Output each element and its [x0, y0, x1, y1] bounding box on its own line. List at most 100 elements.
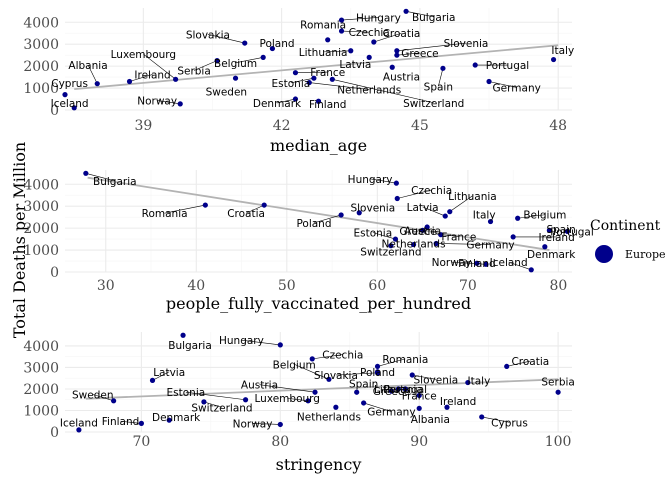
leader-line	[323, 50, 351, 53]
data-point	[393, 180, 399, 186]
data-point	[76, 427, 82, 433]
point-label: Austria	[404, 225, 441, 237]
point-label: Denmark	[152, 412, 201, 424]
data-point	[465, 379, 471, 386]
y-tick-label: 3000	[23, 199, 59, 215]
leader-line	[313, 214, 342, 224]
point-label: Italy	[468, 375, 491, 387]
data-point	[62, 92, 68, 98]
legend-title: Continent	[590, 218, 661, 234]
point-label: Netherlands	[337, 85, 401, 97]
leader-line	[396, 52, 420, 56]
leader-line	[120, 420, 142, 424]
point-label: Bulgaria	[168, 340, 212, 352]
trend-line	[85, 378, 559, 400]
leader-line	[373, 32, 402, 43]
y-tick-label: 4000	[23, 177, 59, 193]
data-point	[338, 17, 345, 23]
data-point	[444, 404, 450, 410]
data-point	[388, 388, 395, 394]
data-point	[394, 48, 400, 54]
leader-line	[370, 178, 397, 184]
x-tick-label: 70	[459, 278, 477, 294]
data-point	[214, 58, 220, 64]
data-point	[242, 40, 248, 46]
data-point	[420, 227, 426, 233]
leader-line	[506, 360, 531, 367]
y-axis-title: Total Deaths per Million	[10, 142, 29, 338]
data-point	[277, 342, 283, 348]
y-tick-label: 0	[50, 425, 59, 441]
point-label: Sweden	[72, 389, 114, 401]
data-point	[546, 227, 552, 233]
x-tick-label: 60	[368, 278, 386, 294]
data-point	[424, 224, 430, 230]
point-label: Spain	[349, 379, 378, 391]
point-label: Serbia	[541, 376, 574, 388]
data-point	[479, 414, 485, 420]
data-point	[403, 8, 409, 14]
data-point	[433, 240, 439, 247]
point-label: Finland	[458, 258, 496, 270]
point-label: Latvia	[153, 367, 185, 379]
point-label: Romania	[142, 208, 188, 220]
point-label: Belgium	[273, 359, 316, 371]
trend-line	[87, 176, 550, 251]
x-tick-label: 42	[273, 118, 291, 134]
leader-line	[129, 74, 153, 82]
panel-3: 0 1000 2000 3000 4000 70 80 90 100 stringency Bulg…	[23, 332, 575, 474]
x-axis-title: median_age	[270, 136, 367, 155]
leader-line	[412, 374, 436, 380]
x-tick-label: 50	[278, 278, 296, 294]
x-tick-label: 40	[187, 278, 205, 294]
data-point	[338, 212, 344, 218]
data-point	[395, 386, 401, 392]
point-label: Czechia	[349, 27, 390, 39]
data-point	[202, 202, 208, 208]
point-label: Switzerland	[403, 98, 464, 110]
data-point	[542, 244, 548, 250]
leader-line	[87, 64, 98, 84]
point-label: Ireland	[538, 232, 574, 244]
point-label: Norway	[137, 96, 177, 108]
y-tick-label: 2000	[23, 59, 59, 75]
data-point	[232, 75, 239, 81]
data-point	[389, 64, 395, 70]
data-point	[149, 377, 156, 383]
data-point	[504, 363, 510, 370]
data-point	[374, 363, 381, 370]
leader-line	[309, 82, 370, 90]
legend-key-europe	[595, 245, 613, 263]
panel-1: 0 1000 2000 3000 4000 39 42 45 48 median_age Bulga…	[23, 8, 574, 155]
y-tick-label: 4000	[23, 339, 59, 355]
point-label: Iceland	[51, 98, 89, 110]
leader-line	[259, 384, 316, 393]
leader-line	[157, 100, 181, 105]
x-axis-title: stringency	[276, 455, 362, 474]
point-label: Austria	[241, 380, 278, 392]
data-point	[392, 236, 399, 242]
leader-line	[164, 204, 206, 214]
point-label: Hungary	[219, 335, 264, 347]
point-label: Czechia	[411, 185, 452, 197]
point-label: Spain	[546, 224, 575, 236]
x-tick-label: 70	[132, 434, 150, 450]
point-label: Latvia	[407, 202, 439, 214]
leader-line	[397, 189, 432, 199]
point-label: Italy	[473, 210, 496, 222]
leader-line	[377, 358, 406, 367]
point-label: Sweden	[206, 86, 248, 98]
point-label: Switzerland	[191, 402, 252, 414]
point-label: Hungary	[356, 12, 401, 24]
data-point	[269, 45, 276, 52]
data-point	[333, 404, 339, 410]
point-label: Portugal	[550, 226, 594, 238]
data-point	[242, 397, 249, 403]
point-label: Belgium	[214, 58, 257, 70]
point-label: Finland	[309, 99, 347, 111]
leader-line	[295, 71, 328, 74]
point-label: Albania	[68, 60, 107, 72]
point-label: Hungary	[348, 174, 393, 186]
data-point	[292, 96, 299, 102]
